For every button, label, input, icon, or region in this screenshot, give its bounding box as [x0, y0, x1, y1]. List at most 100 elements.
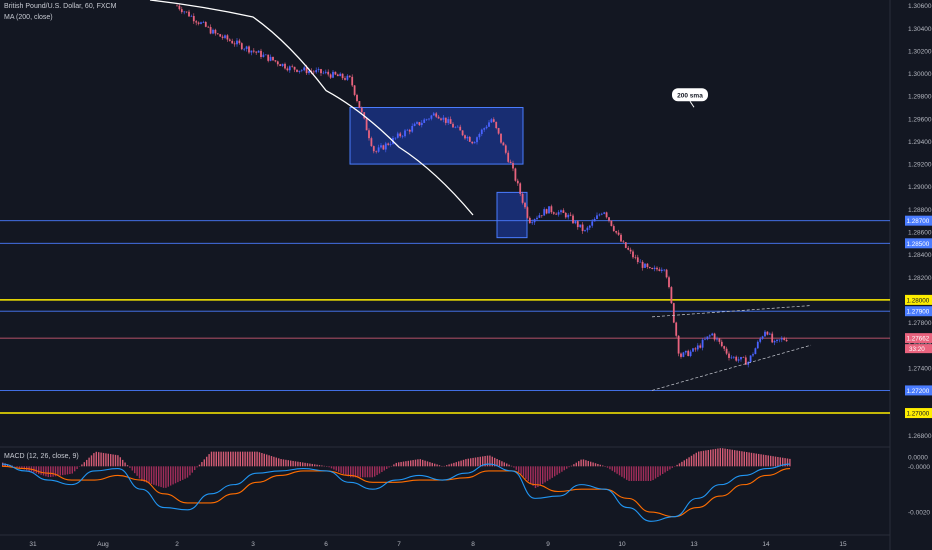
candle [629, 249, 632, 252]
macd-histogram-bar [465, 459, 467, 467]
macd-histogram-bar [563, 466, 565, 471]
candle [656, 267, 658, 270]
macd-indicator-label[interactable]: MACD (12, 26, close, 9) [4, 453, 79, 460]
candle [478, 134, 481, 138]
macd-histogram-bar [287, 460, 289, 467]
y-tick-label: 1.29600 [908, 116, 932, 123]
macd-histogram-bar [683, 460, 685, 467]
ma-indicator-label[interactable]: MA (200, close) [4, 14, 53, 21]
macd-histogram-bar [376, 466, 378, 476]
macd-histogram-bar [690, 455, 693, 467]
macd-histogram-bar [460, 460, 462, 467]
candle [492, 119, 495, 122]
macd-histogram-bar [424, 460, 426, 467]
candle [375, 151, 378, 152]
macd-histogram-bar [606, 466, 609, 468]
macd-histogram-bar [309, 463, 311, 467]
candle [536, 217, 538, 220]
macd-histogram-bar [662, 466, 664, 474]
macd-histogram-bar [532, 466, 534, 486]
macd-histogram-bar [203, 459, 205, 467]
x-tick-label: 10 [618, 541, 626, 548]
candle [737, 359, 740, 361]
macd-histogram-bar [357, 466, 359, 478]
macd-histogram-bar [59, 466, 61, 476]
macd-histogram-bar [506, 463, 508, 467]
x-tick-label: 31 [29, 541, 37, 548]
macd-histogram-bar [124, 462, 126, 467]
macd-histogram-bar [407, 460, 409, 467]
candle [555, 213, 558, 215]
candle [588, 225, 591, 228]
candle [680, 353, 682, 357]
candle [224, 35, 226, 38]
x-tick-label: Aug [97, 541, 109, 548]
price-level-tag [905, 215, 932, 226]
macd-histogram-bar [76, 466, 78, 470]
macd-histogram-bar [712, 449, 714, 467]
candle [209, 27, 212, 34]
candle [394, 137, 397, 139]
candle [490, 119, 493, 123]
candle [449, 119, 452, 124]
macd-histogram-bar [196, 466, 198, 468]
candle [768, 333, 771, 335]
candle [564, 212, 567, 218]
candle [682, 352, 685, 357]
candle [732, 356, 735, 358]
candle [298, 70, 301, 72]
y-tick-label: 1.28400 [908, 252, 932, 259]
x-tick-label: 14 [762, 541, 770, 548]
candle [245, 46, 248, 49]
price-level-tag [905, 238, 932, 249]
x-tick-label: 8 [471, 541, 475, 548]
candle [212, 29, 214, 34]
macd-histogram-bar [753, 453, 755, 467]
candle [778, 339, 781, 341]
macd-histogram-bar [774, 456, 777, 467]
macd-histogram-bar [182, 466, 184, 480]
candle [476, 137, 478, 143]
candle [687, 350, 690, 357]
macd-histogram-bar [273, 456, 275, 467]
macd-histogram-bar [666, 466, 669, 471]
macd-histogram-bar [710, 449, 712, 467]
candle [293, 66, 296, 70]
candle [663, 269, 666, 271]
candle [708, 335, 711, 337]
macd-histogram-bar [587, 460, 589, 467]
macd-histogram-bar [292, 460, 294, 467]
macd-histogram-bar [172, 466, 174, 485]
chart-title: British Pound/U.S. Dollar, 60, FXCM [4, 3, 117, 10]
macd-histogram-bar [158, 466, 160, 487]
macd-histogram-bar [45, 466, 47, 477]
candle [332, 71, 334, 78]
macd-histogram-bar [515, 466, 517, 470]
candle [236, 40, 238, 45]
candle [425, 119, 428, 120]
candle [456, 126, 459, 128]
macd-histogram-bar [177, 466, 179, 483]
macd-histogram-bar [359, 466, 361, 478]
candle [216, 33, 219, 35]
candle [296, 69, 298, 72]
candle [552, 212, 555, 214]
candle [569, 214, 572, 216]
candle [596, 215, 598, 219]
candle [252, 50, 255, 52]
macd-histogram-bar [254, 451, 256, 467]
candle [699, 345, 702, 348]
candle [387, 143, 390, 145]
candle [502, 142, 505, 146]
macd-histogram-bar [736, 450, 738, 467]
macd-histogram-bar [777, 456, 779, 467]
candle [240, 43, 243, 50]
macd-histogram-bar [21, 466, 23, 469]
macd-histogram-bar [256, 451, 258, 467]
macd-histogram-bar [570, 465, 573, 467]
candle [353, 85, 356, 95]
macd-histogram-bar [724, 448, 726, 467]
macd-histogram-bar [477, 457, 479, 467]
macd-histogram-bar [450, 463, 453, 467]
